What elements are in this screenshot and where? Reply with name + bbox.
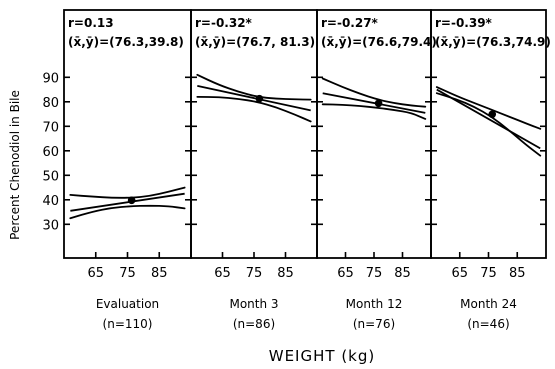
y-tick-label: 90: [42, 71, 59, 86]
panel-sample-size: (n=86): [233, 317, 275, 331]
x-tick-label: 65: [451, 266, 468, 281]
x-tick-label: 85: [509, 266, 526, 281]
panels-group: 30 40 50 60 70 80 90 65 75 85 r=0.13 (x̄,ȳ)=(76.3,3…: [42, 9, 551, 331]
y-tick-label: 30: [42, 218, 59, 233]
mean-point: [255, 94, 264, 103]
panel-1: 30 40 50 60 70 80 90 65 75 85 r=0.13 (x̄,ȳ)=(76.3,3…: [42, 9, 192, 331]
confidence-band-lower: [69, 204, 186, 220]
x-tick-label: 75: [246, 266, 263, 281]
y-tick-label: 40: [42, 194, 59, 209]
regression-line: [197, 84, 311, 112]
panel-2: 65 75 85 r=-0.32* (x̄,ȳ)=(76.7, 81.3) Month 3…: [190, 9, 318, 331]
mean-label: (x̄,ȳ)=(76.3,74.9): [435, 35, 551, 49]
correlation-label: r=-0.32*: [195, 16, 253, 30]
y-tick-label: 60: [42, 145, 59, 160]
y-tick-label: 50: [42, 169, 59, 184]
confidence-band-upper: [435, 86, 542, 130]
panel-title: Month 12: [346, 297, 403, 311]
panel-3: 65 75 85 r=-0.27* (x̄,ȳ)=(76.6,79.4) Month 12…: [316, 9, 437, 331]
panel-title: Month 3: [229, 297, 278, 311]
confidence-band-lower: [321, 103, 427, 120]
x-tick-label: 65: [337, 266, 354, 281]
correlation-label: r=0.13: [68, 16, 114, 30]
x-tick-label: 75: [480, 266, 497, 281]
y-axis-label: Percent Chenodiol in Bile: [8, 90, 22, 240]
confidence-band-upper: [196, 73, 312, 101]
confidence-band-upper: [69, 186, 186, 199]
panel-sample-size: (n=76): [353, 317, 395, 331]
x-tick-label: 85: [277, 266, 294, 281]
x-tick-label: 65: [214, 266, 231, 281]
confidence-band-lower: [435, 92, 542, 157]
regression-line: [436, 88, 541, 150]
x-axis-label: WEIGHT (kg): [269, 347, 375, 365]
panel-4: 65 75 85 r=-0.39* (x̄,ȳ)=(76.3,74.9) Month 24…: [430, 9, 551, 331]
regression-line: [70, 192, 185, 212]
y-tick-label: 80: [42, 96, 59, 111]
mean-point: [488, 110, 497, 119]
x-tick-label: 85: [394, 266, 411, 281]
correlation-label: r=-0.39*: [435, 16, 493, 30]
x-tick-label: 75: [119, 266, 136, 281]
confidence-band-upper: [321, 77, 427, 108]
y-tick-label: 70: [42, 120, 59, 135]
mean-point: [374, 99, 383, 108]
panel-title: Month 24: [460, 297, 517, 311]
panel-sample-size: (n=110): [103, 317, 153, 331]
mean-point: [127, 196, 136, 205]
regression-line: [322, 92, 426, 114]
mean-label: (x̄,ȳ)=(76.7, 81.3): [195, 35, 315, 49]
x-tick-label: 85: [151, 266, 168, 281]
x-tick-label: 75: [366, 266, 383, 281]
x-tick-label: 65: [87, 266, 104, 281]
mean-label: (x̄,ȳ)=(76.3,39.8): [68, 35, 184, 49]
confidence-band-lower: [196, 96, 312, 123]
panel-title: Evaluation: [96, 297, 159, 311]
mean-label: (x̄,ȳ)=(76.6,79.4): [321, 35, 437, 49]
correlation-label: r=-0.27*: [321, 16, 379, 30]
panel-sample-size: (n=46): [467, 317, 509, 331]
